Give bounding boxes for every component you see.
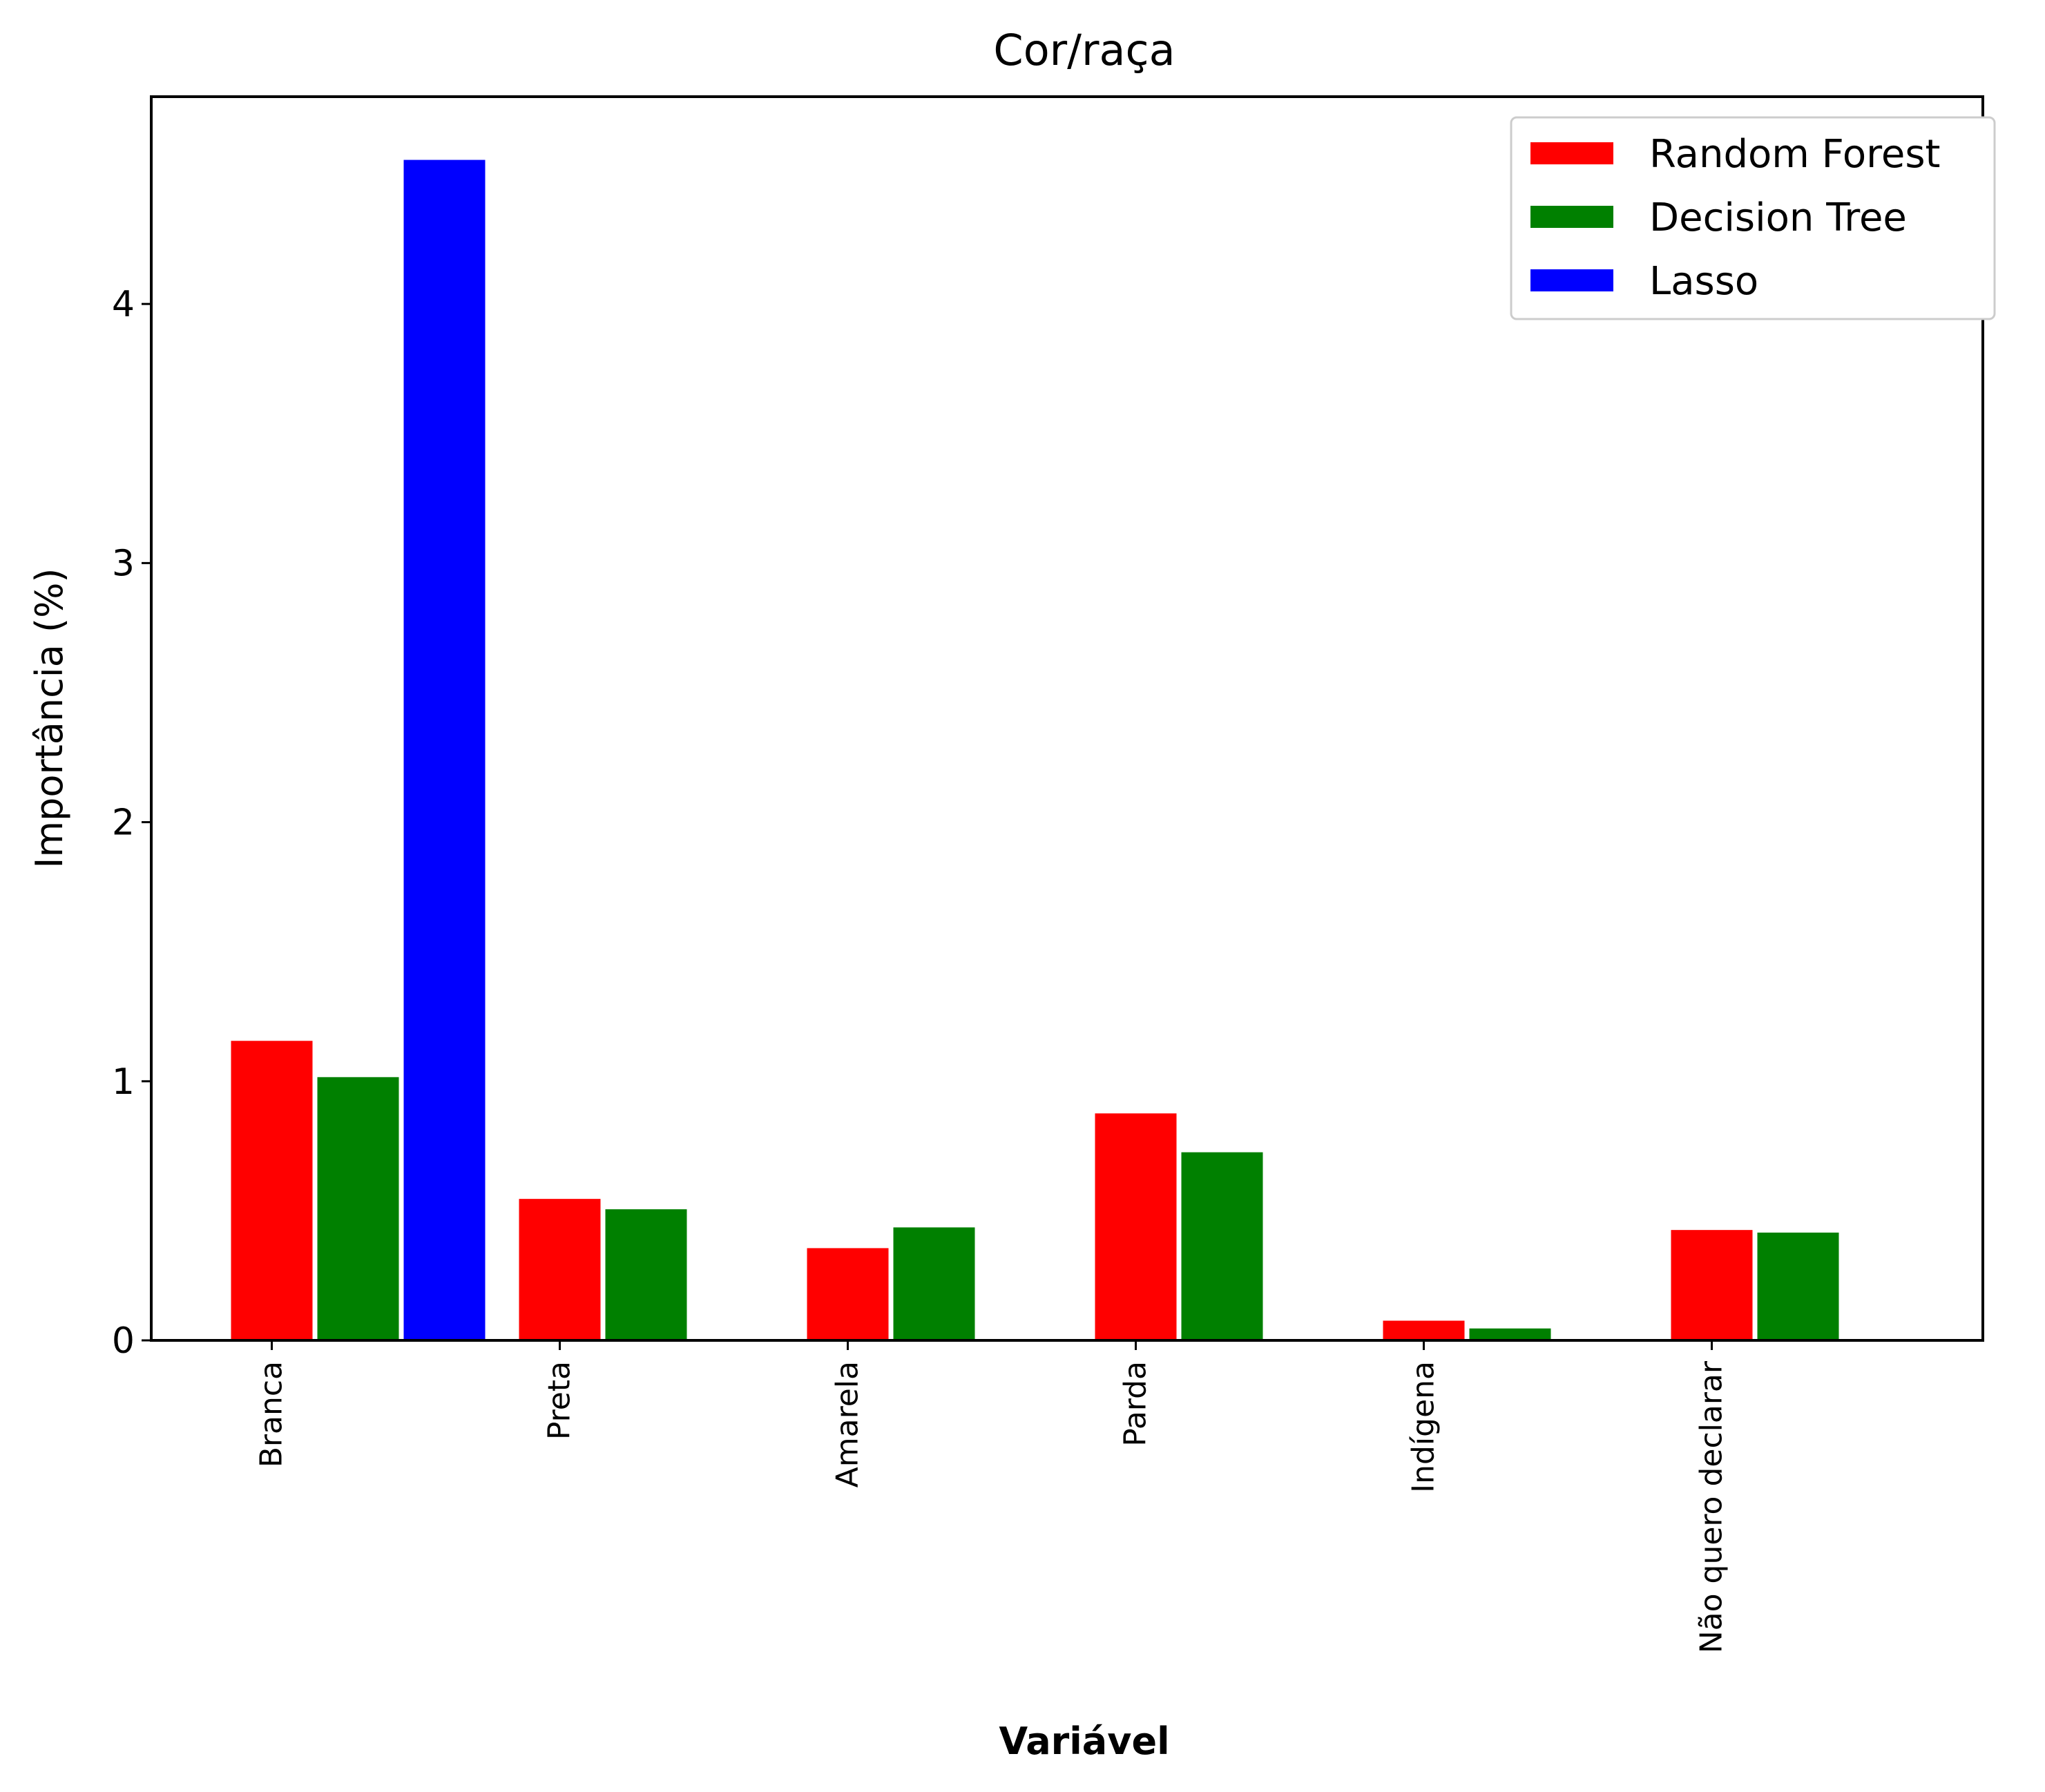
bar-lasso-0 [401,157,488,1342]
bar-random-forest-1 [517,1197,603,1342]
bar-random-forest-3 [1093,1111,1179,1342]
y-axis: 0 1 2 3 4 [112,284,151,1362]
bar-decision-tree-0 [315,1075,401,1342]
legend: Random Forest Decision Tree Lasso [1510,116,1996,320]
x-tick-label: Amarela [830,1361,865,1487]
y-axis-label: Importância (%) [28,568,71,869]
legend-swatch [1530,142,1613,164]
legend-swatch [1530,269,1613,291]
legend-label: Random Forest [1649,132,1941,177]
bar-decision-tree-1 [603,1207,689,1342]
x-tick-label: Branca [254,1361,289,1467]
plot-frame [150,95,1984,1342]
legend-label: Decision Tree [1649,195,1907,240]
bar-decision-tree-3 [1179,1150,1265,1342]
x-tick-label: Não quero declarar [1694,1360,1729,1653]
bar-decision-tree-2 [891,1225,977,1342]
y-tick-label: 3 [112,543,135,584]
y-tick-label: 4 [112,284,135,325]
bar-random-forest-0 [229,1039,315,1342]
legend-box [1510,116,1996,320]
x-tick-label: Preta [542,1361,577,1440]
y-tick-label: 0 [112,1320,135,1362]
chart-title: Cor/raça [993,25,1175,75]
legend-swatch [1530,206,1613,228]
bar-decision-tree-4 [1467,1326,1553,1342]
legend-label: Lasso [1649,259,1758,304]
bar-random-forest-2 [805,1246,891,1342]
y-tick-label: 2 [112,802,135,844]
x-axis-label: Variável [999,1719,1169,1763]
bar-decision-tree-5 [1755,1230,1841,1342]
x-axis: Branca Preta Amarela Parda Indígena Não quero… [254,1340,1729,1653]
x-tick-label: Parda [1118,1361,1153,1447]
bars-group [229,157,1841,1342]
bar-random-forest-5 [1669,1228,1755,1342]
bar-random-forest-4 [1381,1318,1467,1342]
x-tick-label: Indígena [1406,1361,1441,1493]
y-tick-label: 1 [112,1061,135,1103]
